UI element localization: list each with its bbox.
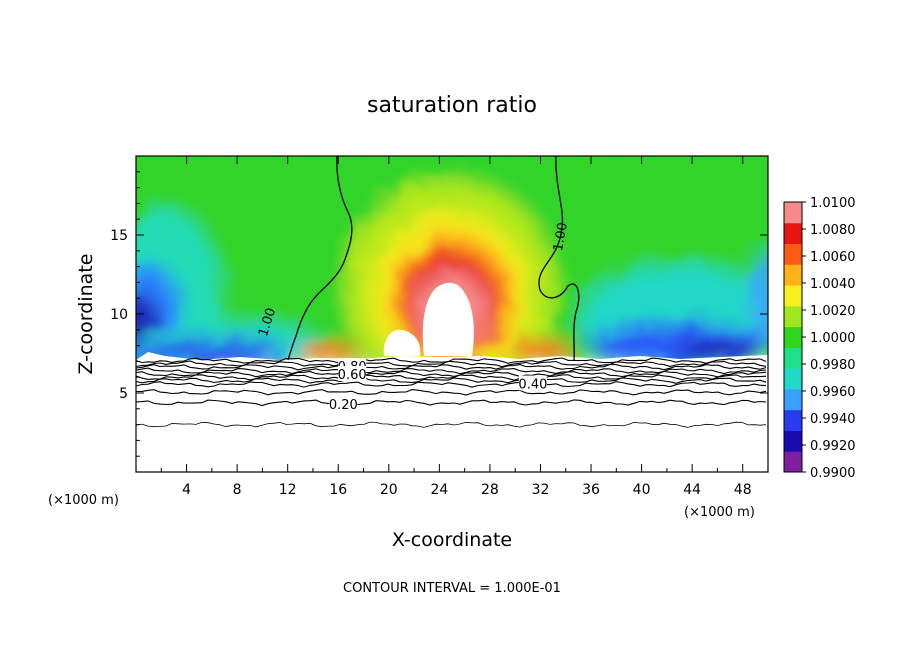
x-tick-label: 36 — [582, 482, 600, 498]
x-tick-label: 16 — [329, 482, 347, 498]
colorbar-band — [784, 285, 802, 307]
field-core-white — [422, 282, 474, 356]
contour-line — [136, 421, 767, 428]
contour-label: 1.00 — [551, 221, 571, 252]
y-tick-label: 5 — [119, 386, 128, 402]
y-axis-title: Z-coordinate — [75, 254, 97, 375]
contour-line — [136, 389, 767, 396]
y-tick-label: 10 — [110, 307, 128, 323]
colorbar-tick-label: 1.0000 — [810, 331, 856, 346]
colorbar-tick-label: 1.0080 — [810, 223, 856, 238]
contour-line-1.00-left — [287, 156, 353, 361]
contour-line-1.00-right — [538, 156, 580, 361]
x-tick-label: 28 — [481, 482, 499, 498]
contour-label-background — [338, 366, 367, 382]
contour-line — [136, 367, 767, 375]
colorbar-band — [784, 430, 802, 452]
colorbar-band — [784, 243, 802, 265]
colorbar-band — [784, 347, 802, 369]
x-tick-label: 32 — [532, 482, 550, 498]
x-tick-label: 40 — [633, 482, 651, 498]
contour-label-group: 0.60 — [338, 366, 367, 383]
colorbar-band — [784, 326, 802, 348]
field-core-white-left — [383, 329, 421, 356]
x-tick-label: 44 — [683, 482, 701, 498]
contour-line — [136, 363, 767, 371]
x-tick-label: 20 — [380, 482, 398, 498]
colorbar-band — [784, 409, 802, 431]
colorbar-tick-label: 1.0100 — [810, 196, 856, 211]
y-tick-label: 15 — [110, 228, 128, 244]
colorbar-band — [784, 368, 802, 390]
contour-line — [136, 399, 767, 407]
field-left-deep — [136, 292, 156, 348]
colorbar-band — [784, 222, 802, 245]
x-axis: 4 8 12 16 20 24 28 32 36 40 44 48 — [160, 156, 752, 498]
x-tick-label: 12 — [279, 482, 297, 498]
colorbar-band — [784, 451, 802, 473]
colorbar-tick-label: 1.0060 — [810, 250, 856, 265]
colorbar-tick-label: 0.9900 — [810, 466, 856, 481]
contour-label: 0.60 — [338, 368, 367, 383]
contour-label-group: 0.40 — [518, 375, 547, 393]
y-axis: 5 10 15 — [110, 171, 768, 457]
contour-line — [136, 370, 767, 378]
x-unit-label: (×1000 m) — [684, 505, 755, 520]
contour-line — [136, 377, 767, 384]
contour-interval-label: CONTOUR INTERVAL = 1.000E-01 — [343, 581, 561, 596]
contour-label: 0.20 — [329, 398, 358, 413]
contour-line — [136, 374, 767, 381]
colorbar: 1.0100 1.0080 1.0060 1.0040 1.0020 1.0000 0.99… — [783, 196, 856, 481]
colorbar-ticks: 1.0100 1.0080 1.0060 1.0040 1.0020 1.0000 0.99… — [802, 196, 856, 481]
colorbar-band — [784, 202, 802, 224]
field-base-red-right — [508, 341, 572, 359]
colorbar-band — [784, 264, 802, 286]
colorbar-tick-label: 1.0020 — [810, 304, 856, 319]
contour-lines — [136, 357, 767, 428]
colorbar-tick-label: 0.9980 — [810, 358, 856, 373]
subcloud-region — [136, 352, 768, 472]
contour-line — [136, 381, 767, 388]
colorbar-bands — [784, 202, 802, 473]
x-tick-label: 24 — [430, 482, 448, 498]
colorbar-tick-label: 0.9940 — [810, 412, 856, 427]
contour-line — [136, 357, 767, 364]
contour-label-group: 1.00 — [551, 221, 571, 252]
colorbar-band — [784, 388, 802, 411]
contour-label-group: 0.20 — [329, 396, 358, 413]
x-tick-label: 4 — [182, 482, 191, 498]
contour-label-background — [329, 396, 358, 412]
saturation-field — [136, 156, 768, 400]
x-tick-label: 8 — [233, 482, 242, 498]
field-right-edge — [753, 250, 768, 350]
contour-label: 0.40 — [518, 378, 547, 393]
plot-area: 1.001.000.800.600.400.20 — [136, 156, 768, 472]
colorbar-tick-label: 0.9920 — [810, 439, 856, 454]
colorbar-tick-label: 1.0040 — [810, 277, 856, 292]
field-base-red-left — [300, 344, 360, 360]
chart-title: saturation ratio — [367, 93, 537, 118]
x-tick-label: 48 — [734, 482, 752, 498]
x-axis-title: X-coordinate — [392, 529, 512, 551]
colorbar-band — [784, 305, 802, 328]
z-unit-label: (×1000 m) — [48, 493, 119, 508]
colorbar-tick-label: 0.9960 — [810, 385, 856, 400]
contour-label-background — [518, 375, 547, 391]
